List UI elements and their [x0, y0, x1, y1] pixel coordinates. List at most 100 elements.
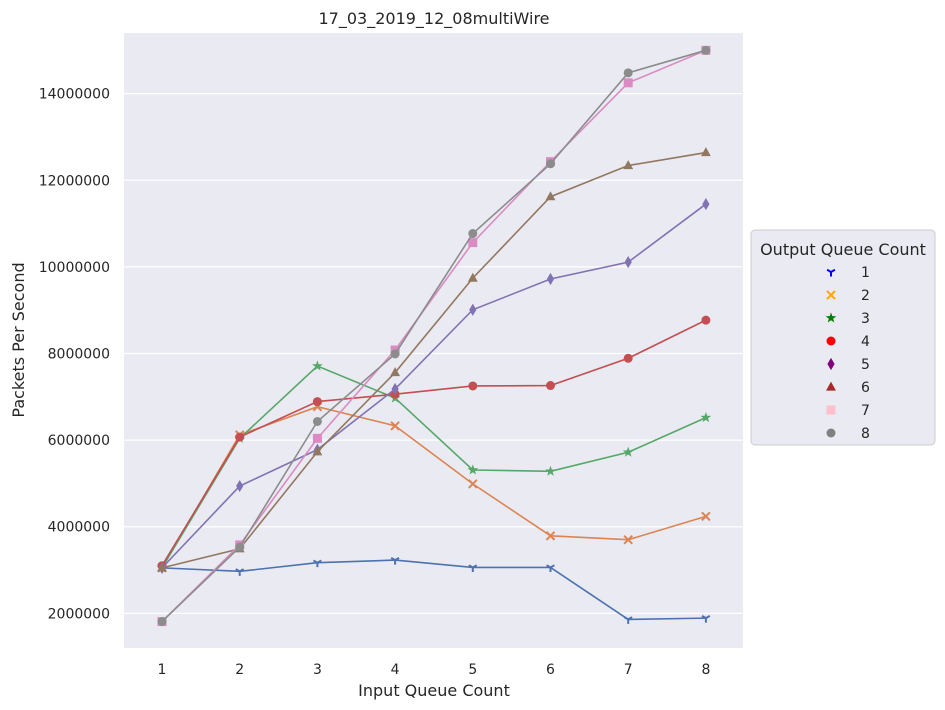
legend-marker	[826, 268, 836, 277]
series-line-6	[161, 151, 707, 569]
y-tick-label: 10000000	[39, 260, 110, 276]
data-point	[701, 45, 711, 55]
legend-marker	[825, 312, 837, 323]
legend-entry: 8	[826, 426, 870, 442]
series-line-3	[161, 365, 707, 569]
legend-label: 1	[861, 265, 870, 281]
legend-label: 2	[861, 288, 870, 304]
data-point	[390, 349, 400, 359]
data-point	[391, 382, 399, 396]
legend-label: 5	[861, 357, 870, 373]
legend-entry: 4	[826, 334, 870, 350]
data-point	[157, 562, 167, 572]
data-point	[467, 272, 478, 282]
series-layer	[156, 45, 712, 627]
x-tick-label: 8	[701, 662, 710, 678]
series-line-8	[161, 49, 707, 623]
legend-entry: 3	[825, 311, 870, 327]
data-point	[623, 353, 633, 363]
y-axis-label: Packets Per Second	[9, 262, 28, 417]
data-point	[546, 381, 555, 391]
legend-label: 8	[861, 426, 870, 442]
series-line-5	[161, 203, 707, 569]
y-tick-label: 6000000	[48, 433, 110, 449]
y-tick-label: 12000000	[39, 173, 110, 189]
data-point	[545, 191, 556, 201]
data-point	[701, 315, 711, 325]
legend-label: 3	[861, 311, 870, 327]
legend-marker	[826, 381, 836, 391]
series-line-4	[161, 319, 707, 567]
data-point	[157, 617, 167, 627]
data-point	[702, 197, 710, 211]
data-point	[701, 511, 711, 522]
data-point	[312, 559, 322, 568]
legend-marker	[826, 290, 836, 300]
data-point	[468, 564, 478, 572]
legend-marker	[827, 357, 835, 371]
data-point	[390, 421, 400, 431]
data-point	[235, 542, 245, 552]
data-point	[390, 556, 400, 565]
data-point	[235, 432, 245, 442]
data-point	[623, 160, 634, 170]
data-point	[312, 416, 322, 426]
legend: Output Queue Count 1 2 3 4 5 6 7 8	[750, 229, 936, 446]
x-tick-label: 1	[158, 662, 167, 678]
data-point	[312, 433, 322, 443]
series-8	[157, 45, 711, 627]
y-tick-label: 8000000	[48, 346, 110, 362]
x-tick-label: 5	[468, 662, 477, 678]
data-point	[622, 446, 634, 457]
data-point	[623, 616, 633, 624]
series-1	[157, 556, 711, 624]
x-tick-label: 2	[235, 662, 244, 678]
data-point	[468, 381, 478, 391]
data-point	[545, 531, 556, 541]
y-tick-label: 4000000	[48, 520, 110, 536]
series-line-2	[161, 405, 707, 569]
x-tick-label: 4	[391, 662, 400, 678]
data-point	[546, 272, 555, 286]
legend-entry: 7	[826, 403, 870, 419]
legend-label: 7	[861, 403, 870, 419]
legend-title: Output Queue Count	[760, 240, 926, 259]
data-point	[700, 411, 712, 423]
legend-label: 4	[861, 334, 870, 350]
x-axis-label: Input Queue Count	[358, 681, 510, 700]
data-point	[467, 464, 479, 475]
data-point	[468, 238, 478, 248]
data-point	[312, 397, 322, 407]
data-point	[623, 78, 633, 88]
data-point	[624, 256, 632, 269]
legend-marker	[826, 336, 836, 346]
legend-entry: 2	[826, 288, 870, 304]
legend-box	[750, 229, 936, 446]
y-axis-ticks: 2000000 4000000 6000000 8000000 10000000 1200…	[39, 87, 110, 623]
legend-entry: 5	[827, 357, 870, 373]
legend-marker	[826, 405, 836, 415]
data-point	[701, 614, 711, 623]
series-4	[157, 315, 711, 571]
data-point	[236, 479, 244, 493]
data-point	[312, 360, 323, 371]
data-point	[235, 568, 245, 576]
data-point	[468, 479, 478, 489]
data-point	[623, 68, 633, 78]
data-point	[468, 229, 478, 239]
y-tick-label: 14000000	[39, 87, 110, 103]
data-point	[390, 367, 401, 377]
legend-label: 6	[861, 380, 870, 396]
plot-area	[124, 33, 743, 648]
data-point	[469, 303, 477, 316]
x-tick-label: 3	[313, 662, 322, 678]
gridlines	[124, 93, 743, 614]
data-point	[312, 446, 323, 456]
data-point	[546, 564, 555, 572]
data-point	[546, 159, 555, 169]
legend-entry: 6	[826, 380, 870, 396]
series-line-1	[161, 559, 706, 621]
legend-entries: 1 2 3 4 5 6 7 8	[825, 265, 870, 442]
x-tick-label: 7	[624, 662, 633, 678]
legend-marker	[826, 428, 836, 438]
